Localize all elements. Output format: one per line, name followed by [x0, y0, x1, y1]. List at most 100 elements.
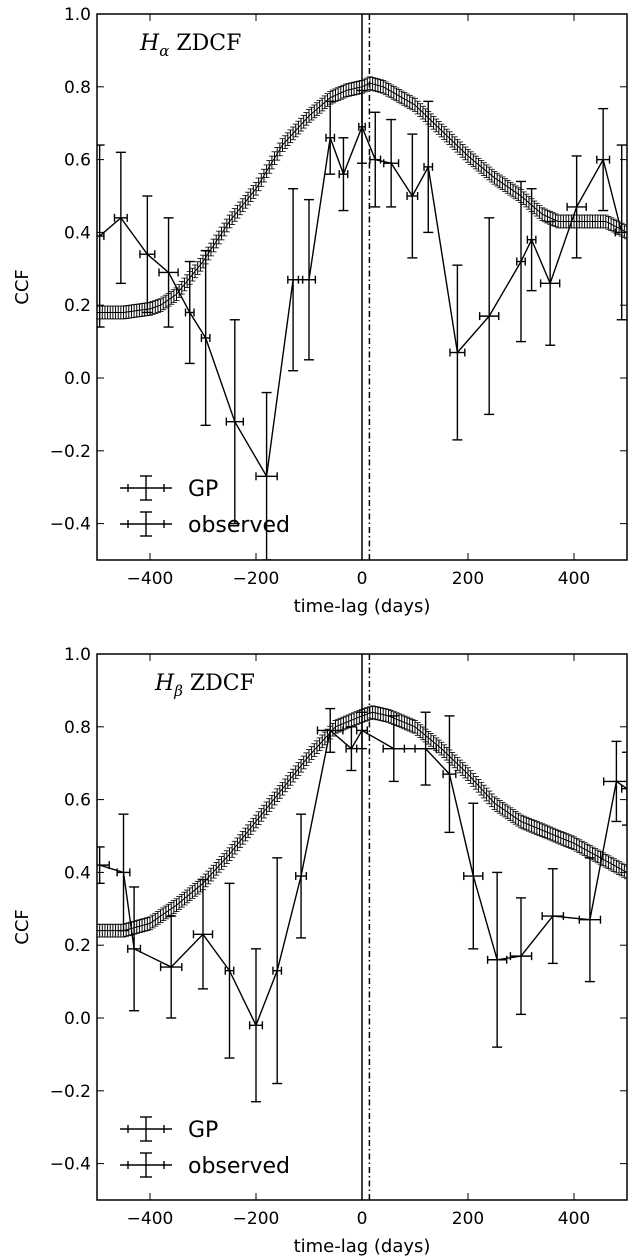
observed-point [127, 886, 142, 1012]
legend: GP observed [120, 475, 290, 538]
observed-point [301, 198, 317, 361]
x-axis-label: time-lag (days) [294, 1236, 431, 1257]
y-tick-label: 0.2 [64, 296, 91, 316]
observed-point [516, 180, 526, 343]
legend-label: observed [188, 1154, 290, 1179]
observed-point [596, 107, 611, 212]
legend: GP observed [120, 1116, 290, 1179]
y-tick-label: 0.8 [64, 718, 91, 738]
observed-point [566, 155, 587, 259]
observed-point [338, 137, 349, 212]
observed-point [97, 846, 110, 885]
observed-point [602, 740, 627, 823]
y-tick-label: 1.0 [64, 5, 91, 25]
panel-hbeta: −400 −200 0 200 400 −0.4 −0.2 0.0 0.2 0.4 0.6 0.8 1.… [12, 645, 628, 1257]
observed-point [442, 715, 457, 834]
x-tick-label: 400 [558, 569, 590, 589]
observed-point [97, 144, 105, 328]
observed-point [272, 857, 283, 1085]
legend-entry: observed [120, 1152, 290, 1179]
y-tick-label: 0.6 [64, 151, 91, 171]
observed-point [526, 188, 537, 292]
observed-point [345, 726, 358, 772]
observed-point [116, 813, 131, 932]
legend-label: GP [188, 1118, 218, 1143]
x-tick-label: −200 [233, 569, 280, 589]
y-tick-label: 0.6 [64, 791, 91, 811]
observed-point [414, 711, 437, 786]
observed-point [184, 260, 195, 365]
observed-point [486, 871, 508, 1048]
observed-point [382, 715, 406, 783]
panel-title: Hβ ZDCF [154, 671, 255, 700]
x-tick-label: 0 [357, 569, 368, 589]
legend-entry: GP [120, 1116, 218, 1143]
observed-point [449, 264, 466, 441]
observed-point [406, 133, 419, 259]
y-axis-label: CCF [12, 269, 33, 305]
x-tick-label: −200 [233, 1209, 280, 1229]
observed-line [99, 729, 627, 1028]
observed-point [369, 111, 382, 208]
y-tick-label: 0.2 [64, 936, 91, 956]
observed-point [255, 391, 278, 560]
title-main: H [154, 671, 175, 696]
observed-point [541, 868, 565, 965]
observed-point [463, 802, 484, 950]
observed-point [423, 100, 434, 234]
observed-point [509, 897, 533, 1016]
panel-title: Hα ZDCF [139, 31, 241, 60]
y-tick-label: 0.8 [64, 78, 91, 98]
gp-series [97, 76, 627, 320]
observed-point [295, 813, 308, 939]
observed-point [578, 857, 602, 983]
observed-point [287, 188, 300, 372]
observed-point [316, 707, 344, 753]
x-tick-label: 200 [452, 569, 484, 589]
title-subscript: β [173, 682, 183, 700]
observed-series [97, 707, 627, 1103]
observed-point [158, 217, 179, 328]
title-rest: ZDCF [183, 671, 255, 696]
title-subscript: α [159, 42, 169, 60]
legend-label: GP [188, 477, 218, 502]
observed-point [621, 751, 627, 826]
x-tick-label: 400 [558, 1209, 590, 1229]
observed-point [383, 118, 400, 208]
legend-entry: GP [120, 475, 218, 502]
x-tick-label: −400 [127, 1209, 174, 1229]
y-tick-label: 0.4 [64, 863, 91, 883]
y-tick-label: −0.4 [50, 1155, 91, 1175]
y-tick-label: 1.0 [64, 645, 91, 665]
observed-point [248, 948, 264, 1103]
y-tick-label: −0.2 [50, 1082, 91, 1102]
observed-point [539, 220, 561, 346]
legend-label: observed [188, 513, 290, 538]
observed-point [159, 915, 183, 1019]
y-tick-label: −0.4 [50, 515, 91, 535]
legend-entry: observed [120, 511, 290, 538]
x-tick-label: 0 [357, 1209, 368, 1229]
y-tick-label: 0.0 [64, 369, 91, 389]
title-rest: ZDCF [169, 31, 241, 56]
x-tick-label: 200 [452, 1209, 484, 1229]
observed-point [224, 882, 235, 1059]
title-main: H [139, 31, 160, 56]
observed-point [225, 319, 244, 525]
observed-point [478, 217, 500, 416]
observed-point [139, 195, 156, 314]
y-axis-label: CCF [12, 909, 33, 945]
plot-area [97, 705, 627, 1103]
x-axis-label: time-lag (days) [294, 596, 431, 617]
y-tick-label: 0.4 [64, 223, 91, 243]
x-tick-label: −400 [127, 569, 174, 589]
observed-point [325, 100, 336, 175]
panel-halpha: −400 −200 0 200 400 −0.4 −0.2 0.0 0.2 0.4 0.6 0.8 1.… [12, 5, 628, 617]
observed-point [113, 151, 128, 285]
y-tick-label: 0.0 [64, 1009, 91, 1029]
observed-point [200, 249, 211, 427]
y-tick-label: −0.2 [50, 442, 91, 462]
observed-point [192, 878, 214, 990]
